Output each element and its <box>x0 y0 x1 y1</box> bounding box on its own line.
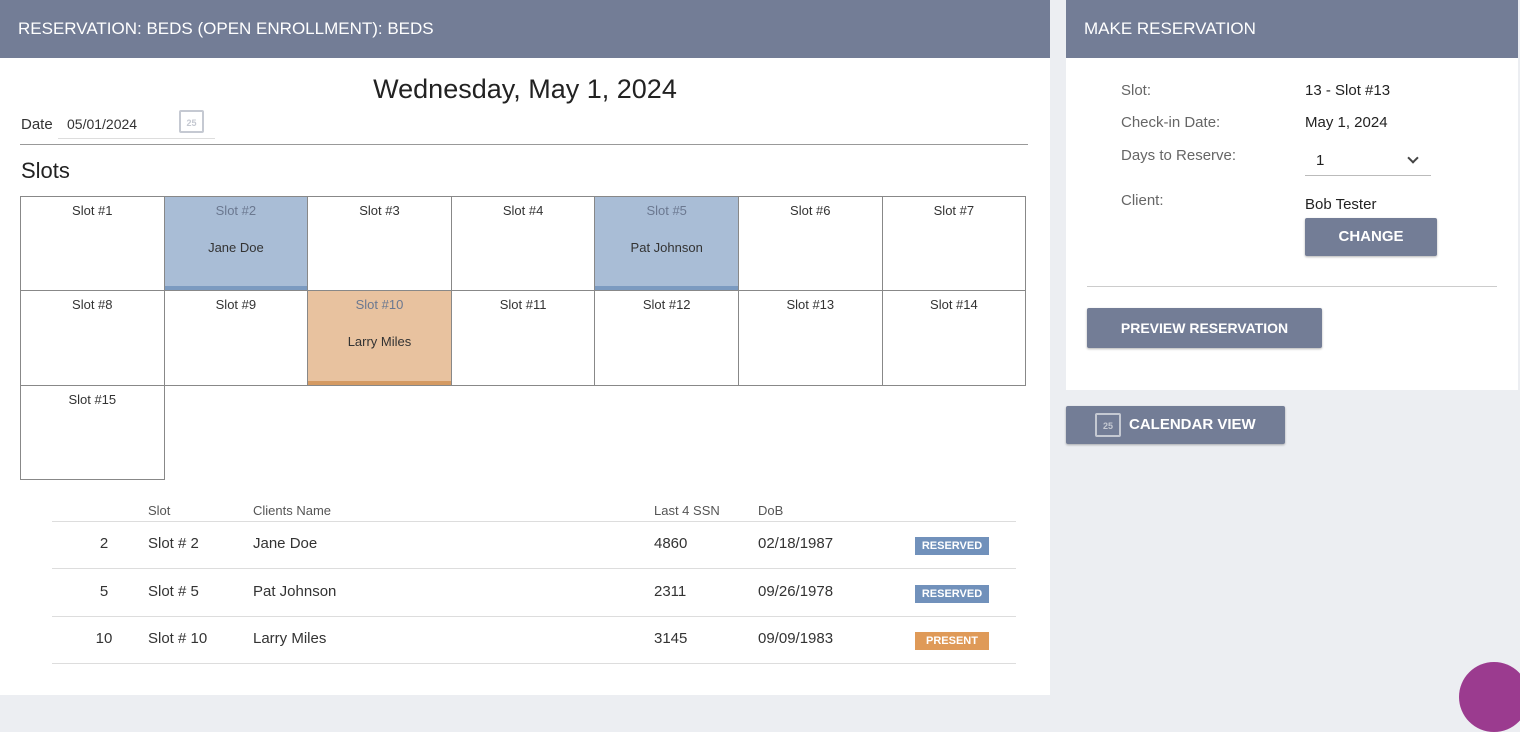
slot-label: Slot #7 <box>933 203 975 218</box>
slot-client: Pat Johnson <box>630 240 703 255</box>
column-header: Clients Name <box>253 503 332 518</box>
slot-cell[interactable]: Slot #9 <box>163 290 309 386</box>
slot-client: Jane Doe <box>208 240 264 255</box>
table-cell: 2311 <box>654 582 687 600</box>
divider <box>20 144 1028 145</box>
table-cell: 09/26/1978 <box>758 582 834 600</box>
status-badge: RESERVED <box>915 584 989 603</box>
slot-label: Slot #9 <box>215 297 257 313</box>
slot-cell[interactable]: Slot #11 <box>450 290 596 386</box>
slot-cell[interactable]: Slot #8 <box>20 290 165 386</box>
table-cell: 02/18/1987 <box>758 535 834 552</box>
field-value: 1 <box>1316 152 1325 169</box>
right-panel: MAKE RESERVATION Slot: 13 - Slot #13 Check-… <box>1066 0 1518 390</box>
row-number: 10 <box>95 630 113 647</box>
row-number: 2 <box>99 535 109 552</box>
field-value: Bob Tester <box>1305 196 1377 213</box>
table-cell: Slot # 2 <box>148 535 199 552</box>
table-cell: 4860 <box>654 535 688 552</box>
field-label: Check-in Date: <box>1121 114 1221 131</box>
row-divider <box>52 615 1016 617</box>
row-divider <box>52 568 1016 569</box>
column-header: DoB <box>758 503 784 518</box>
slot-cell[interactable]: Slot #1 <box>20 196 165 292</box>
table-cell: 09/09/1983 <box>758 630 834 647</box>
slot-cell[interactable]: Slot #2 Jane Doe <box>163 196 309 292</box>
row-divider <box>52 521 1016 522</box>
slot-label: Slot #13 <box>786 297 835 313</box>
slot-bar <box>595 286 738 291</box>
left-panel: RESERVATION: BEDS (OPEN ENROLLMENT): BED… <box>0 0 1050 695</box>
field-label: Days to Reserve: <box>1121 147 1237 164</box>
slot-label: Slot #15 <box>68 391 117 407</box>
table-cell: Jane Doe <box>253 535 318 552</box>
table-cell: Slot # 5 <box>148 582 199 600</box>
slot-cell[interactable]: Slot #4 <box>450 196 596 292</box>
slot-cell[interactable]: Slot #15 <box>20 384 165 481</box>
calendar-icon: 25 <box>179 110 204 133</box>
header: MAKE RESERVATION <box>1066 0 1518 58</box>
slot-cell[interactable]: Slot #10 Larry Miles <box>307 290 452 386</box>
slot-cell[interactable]: Slot #5 Pat Johnson <box>594 196 739 292</box>
chat-bubble[interactable] <box>1459 662 1520 732</box>
slot-label: Slot #12 <box>642 297 691 313</box>
status-badge: RESERVED <box>915 537 989 555</box>
slot-label: Slot #11 <box>499 297 547 313</box>
slot-label: Slot #4 <box>502 203 544 218</box>
slot-label: Slot #6 <box>790 203 831 218</box>
slot-label: Slot #1 <box>72 203 113 218</box>
field-value: 13 - Slot #13 <box>1305 82 1391 99</box>
status-badge: PRESENT <box>915 632 989 650</box>
button-label: CALENDAR VIEW <box>1129 416 1256 433</box>
slot-label: Slot #14 <box>930 297 978 313</box>
days-select[interactable] <box>1305 148 1431 176</box>
slot-label: Slot #10 <box>355 297 404 313</box>
divider <box>1087 286 1497 287</box>
table-cell: Pat Johnson <box>253 582 337 600</box>
slot-cell[interactable]: Slot #3 <box>307 196 452 292</box>
date-value: 05/01/2024 <box>67 116 138 132</box>
slot-label: Slot #2 <box>215 203 257 218</box>
field-value: May 1, 2024 <box>1305 114 1388 131</box>
slot-cell[interactable]: Slot #13 <box>738 290 883 386</box>
slot-label: Slot #8 <box>72 297 113 313</box>
slot-cell[interactable]: Slot #7 <box>881 196 1027 292</box>
calendar-icon: 25 <box>1095 413 1121 437</box>
calendar-view-button[interactable]: 25 CALENDAR VIEW <box>1066 406 1285 444</box>
row-divider <box>52 663 1016 664</box>
slot-cell[interactable]: Slot #12 <box>594 290 739 386</box>
slot-cell[interactable]: Slot #14 <box>881 290 1027 386</box>
select-arrow <box>1407 152 1419 164</box>
column-header: Last 4 SSN <box>654 503 720 518</box>
header: RESERVATION: BEDS (OPEN ENROLLMENT): BED… <box>0 0 1050 58</box>
slot-label: Slot #3 <box>359 203 400 218</box>
date-input <box>58 108 215 139</box>
field-label: Client: <box>1121 192 1164 209</box>
slot-cell[interactable]: Slot #6 <box>738 196 883 292</box>
table-cell: Larry Miles <box>253 630 327 647</box>
date-label: Date <box>21 116 53 133</box>
slot-client: Larry Miles <box>347 334 412 350</box>
slot-bar <box>164 286 308 291</box>
field-label: Slot: <box>1121 82 1152 99</box>
column-header: Slot <box>148 503 171 518</box>
change-button[interactable]: CHANGE <box>1305 218 1437 256</box>
table-cell: 3145 <box>654 630 688 647</box>
preview-button[interactable]: PREVIEW RESERVATION <box>1087 308 1322 348</box>
date-heading: Wednesday, May 1, 2024 <box>373 74 677 104</box>
row-number: 5 <box>99 582 109 600</box>
slot-bar <box>308 380 451 385</box>
slots-title: Slots <box>21 158 70 183</box>
slot-label: Slot #5 <box>646 203 687 218</box>
table-cell: Slot # 10 <box>148 630 208 647</box>
